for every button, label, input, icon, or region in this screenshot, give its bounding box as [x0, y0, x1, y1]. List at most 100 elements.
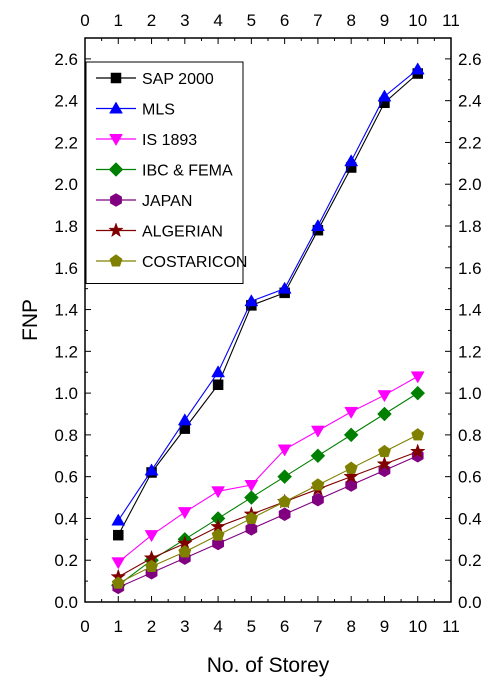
data-point-ibc-fema: [310, 448, 326, 464]
y-tick-label-right: 2.4: [458, 92, 482, 111]
y-tick-label-right: 1.4: [458, 301, 482, 320]
x-tick-label-top: 10: [408, 11, 427, 30]
data-point-ibc-fema: [343, 427, 359, 443]
x-tick-label-top: 8: [346, 11, 355, 30]
y-tick-label-right: 1.6: [458, 259, 482, 278]
y-tick-label-right: 2.6: [458, 50, 482, 69]
data-point-sap-2000: [212, 379, 224, 391]
y-tick-label-right: 1.2: [458, 342, 482, 361]
series-line-japan: [118, 455, 418, 588]
y-tick-label-left: 0.6: [54, 468, 78, 487]
x-tick-label-top: 9: [380, 11, 389, 30]
series-line-ibc-fema: [117, 392, 419, 586]
x-tick-label-top: 0: [80, 11, 89, 30]
legend-marker-sap-2000: [110, 72, 122, 84]
data-point-sap-2000: [113, 529, 124, 541]
data-point-costaricon: [311, 478, 325, 491]
data-point-japan: [245, 522, 258, 536]
data-point-is-1893: [177, 507, 192, 520]
y-tick-label-right: 0.0: [458, 593, 482, 612]
legend-marker-mls: [109, 101, 123, 114]
data-point-costaricon: [278, 494, 292, 508]
data-point-mls: [377, 89, 392, 102]
data-point-is-1893: [310, 425, 325, 438]
legend-marker-costaricon: [109, 254, 123, 267]
x-tick-label-bottom: 9: [380, 617, 389, 636]
data-point-costaricon: [145, 559, 159, 572]
x-tick-label-top: 5: [247, 11, 256, 30]
data-point-costaricon: [178, 545, 192, 558]
x-tick-label-bottom: 7: [313, 617, 322, 636]
data-point-mls: [111, 513, 126, 526]
data-point-is-1893: [277, 444, 292, 457]
data-point-costaricon: [211, 528, 225, 541]
y-tick-label-left: 0.0: [54, 593, 78, 612]
series-costaricon: [111, 428, 425, 589]
legend-label-ibc-fema: IBC & FEMA: [142, 163, 233, 180]
y-tick-label-right: 0.6: [458, 468, 482, 487]
x-tick-label-bottom: 4: [213, 617, 222, 636]
legend-marker-is-1893: [109, 134, 123, 146]
data-point-mls: [310, 218, 325, 231]
data-point-is-1893: [144, 530, 159, 543]
series-line-is-1893: [117, 375, 419, 563]
y-tick-label-right: 0.4: [458, 509, 482, 528]
legend-label-mls: MLS: [142, 102, 175, 119]
data-point-mls: [277, 281, 292, 294]
data-point-ibc-fema: [244, 490, 259, 505]
x-tick-label-top: 4: [213, 11, 222, 30]
data-point-mls: [144, 463, 159, 476]
x-tick-label-top: 2: [147, 11, 156, 30]
y-tick-label-left: 2.2: [54, 133, 78, 152]
series-ibc-fema: [110, 385, 426, 593]
legend-marker-japan: [110, 193, 122, 207]
series-layer: [110, 62, 426, 595]
series-mls: [111, 62, 425, 526]
x-tick-label-top: 7: [313, 11, 322, 30]
data-point-algerian: [343, 468, 360, 484]
series-line-mls: [117, 68, 419, 521]
x-tick-label-top: 11: [442, 11, 460, 30]
y-tick-label-right: 0.8: [458, 426, 482, 445]
data-point-costaricon: [244, 511, 258, 524]
x-axis-title: No. of Storey: [207, 654, 330, 677]
y-tick-label-left: 1.6: [54, 259, 78, 278]
y-tick-label-right: 1.8: [458, 217, 482, 236]
data-point-algerian: [376, 455, 393, 471]
legend-marker-ibc-fema: [108, 162, 124, 177]
y-tick-label-left: 2.0: [54, 175, 78, 194]
y-tick-label-right: 0.2: [458, 551, 482, 570]
x-tick-label-bottom: 5: [247, 617, 256, 636]
legend-label-sap-2000: SAP 2000: [142, 71, 214, 88]
y-tick-label-left: 2.6: [54, 50, 78, 69]
data-point-is-1893: [244, 480, 259, 493]
x-tick-label-bottom: 3: [180, 617, 189, 636]
data-point-mls: [410, 62, 425, 75]
data-point-costaricon: [344, 461, 358, 474]
y-tick-label-left: 1.2: [54, 342, 78, 361]
data-point-costaricon: [411, 428, 425, 441]
data-point-is-1893: [111, 557, 126, 570]
data-point-mls: [211, 365, 226, 378]
legend-label-is-1893: IS 1893: [142, 132, 197, 149]
series-line-algerian: [117, 451, 418, 578]
y-tick-label-right: 2.2: [458, 133, 482, 152]
series-algerian: [110, 443, 426, 584]
data-point-costaricon: [111, 576, 125, 589]
y-tick-label-right: 2.0: [458, 175, 482, 194]
data-point-japan: [278, 507, 291, 522]
data-point-mls: [177, 413, 192, 426]
data-point-ibc-fema: [410, 385, 426, 401]
data-point-is-1893: [410, 371, 425, 384]
legend-label-costaricon: COSTARICON: [142, 254, 247, 271]
series-is-1893: [111, 371, 425, 570]
y-axis-title: FNP: [19, 299, 42, 341]
x-tick-label-bottom: 11: [442, 617, 460, 636]
legend-label-japan: JAPAN: [142, 193, 192, 210]
x-tick-label-top: 6: [280, 11, 289, 30]
data-point-mls: [244, 294, 259, 307]
x-tick-label-top: 1: [114, 11, 123, 30]
data-point-is-1893: [344, 406, 359, 419]
